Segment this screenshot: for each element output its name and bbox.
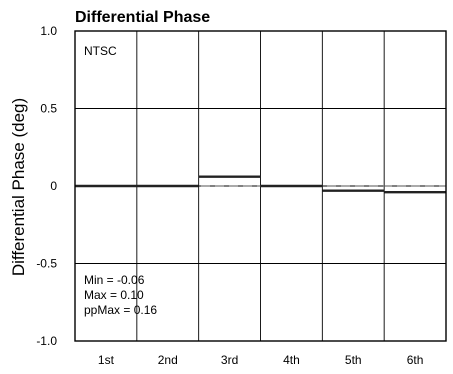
- plot-frame: [74, 30, 447, 342]
- y-tick-label: 0.5: [40, 102, 57, 116]
- x-tick-label: 2nd: [158, 353, 178, 367]
- series-segments: [75, 175, 446, 194]
- stat-ppmax: ppMax = 0.16: [84, 303, 157, 317]
- x-tick-labels: 1st 2nd 3rd 4th 5th 6th: [98, 353, 424, 367]
- x-tick-label: 6th: [407, 353, 424, 367]
- standard-label: NTSC: [84, 44, 117, 58]
- chart-title: Differential Phase: [75, 9, 210, 26]
- stat-min: Min = -0.06: [84, 273, 145, 287]
- stat-max: Max = 0.10: [84, 288, 144, 302]
- y-tick-label: 1.0: [40, 24, 57, 38]
- y-tick-label: -0.5: [36, 257, 57, 271]
- x-tick-label: 1st: [98, 353, 115, 367]
- x-tick-label: 3rd: [221, 353, 238, 367]
- y-axis-label: Differential Phase (deg): [9, 98, 28, 276]
- y-tick-label: -1.0: [36, 334, 57, 348]
- x-tick-label: 5th: [345, 353, 362, 367]
- y-tick-label: 0: [50, 179, 57, 193]
- y-tick-labels: 1.0 0.5 0 -0.5 -1.0: [36, 24, 57, 348]
- x-tick-label: 4th: [283, 353, 300, 367]
